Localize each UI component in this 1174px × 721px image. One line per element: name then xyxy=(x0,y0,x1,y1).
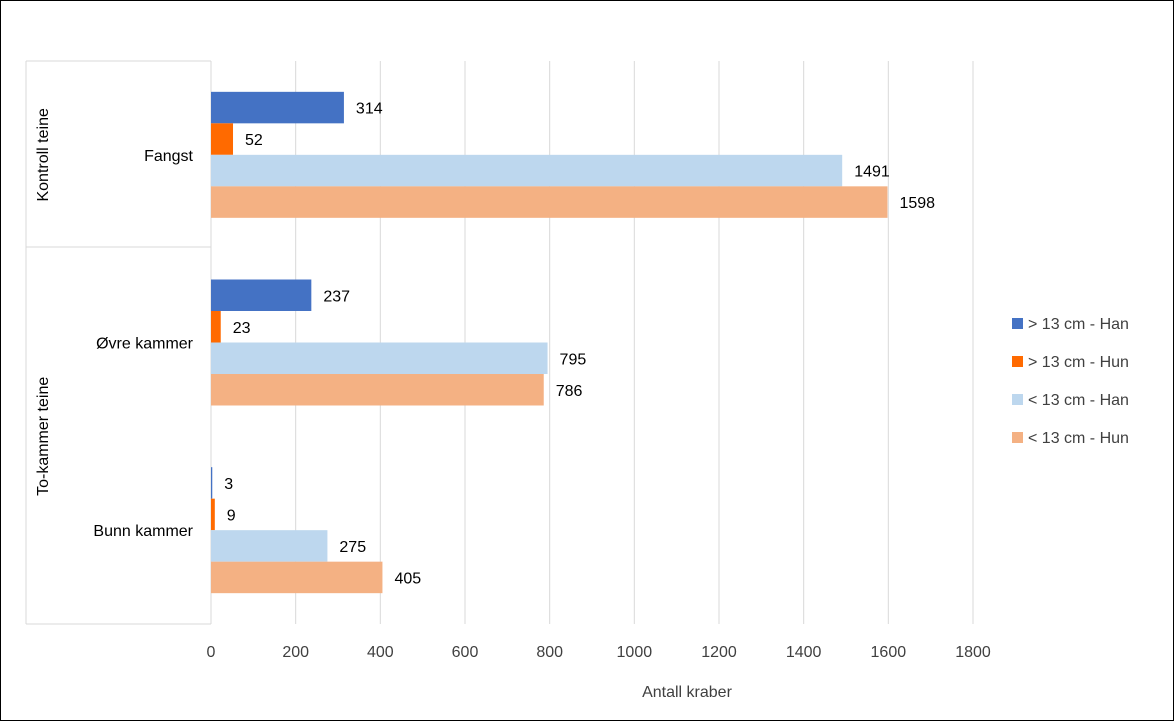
legend-swatch xyxy=(1012,356,1023,367)
bar xyxy=(211,91,344,124)
bar-value-label: 795 xyxy=(560,351,587,368)
bar-value-label: 405 xyxy=(394,570,421,587)
category-label: Fangst xyxy=(144,148,193,165)
bar xyxy=(211,123,234,155)
bar xyxy=(211,498,215,531)
x-tick-label: 1400 xyxy=(786,644,822,661)
bar-value-label: 786 xyxy=(556,383,583,400)
x-tick-label: 400 xyxy=(367,644,394,661)
bar xyxy=(211,154,843,187)
x-tick-label: 1600 xyxy=(871,644,907,661)
group-labels: Kontroll teine To-kammer teine xyxy=(35,108,52,496)
bar-value-label: 314 xyxy=(356,101,383,118)
legend: > 13 cm - Han > 13 cm - Hun < 13 cm - Han <… xyxy=(1012,316,1129,447)
x-tick-label: 1200 xyxy=(701,644,737,661)
bar xyxy=(211,279,312,311)
bar-value-label: 52 xyxy=(245,132,263,149)
group-label: To-kammer teine xyxy=(35,377,52,496)
x-tick-label: 600 xyxy=(452,644,479,661)
category-labels: Fangst Øvre kammer Bunn kammer xyxy=(93,148,193,540)
legend-swatch xyxy=(1012,318,1023,329)
legend-swatch xyxy=(1012,394,1023,405)
x-axis-title: Antall kraber xyxy=(642,684,732,701)
bar-value-label: 1491 xyxy=(854,164,890,181)
legend-swatch xyxy=(1012,432,1023,443)
legend-label: > 13 cm - Han xyxy=(1028,316,1129,333)
x-tick-labels: 0 200 400 600 800 1000 1200 1400 1600 1800 xyxy=(207,644,991,661)
bar xyxy=(211,186,888,218)
bar-value-label: 237 xyxy=(323,288,350,305)
bar-value-label: 3 xyxy=(224,476,233,493)
x-tick-label: 0 xyxy=(207,644,216,661)
data-labels: 314 52 1491 1598 237 23 795 786 3 9 275 405 xyxy=(224,101,935,588)
group-label: Kontroll teine xyxy=(35,108,52,201)
x-tick-label: 1800 xyxy=(955,644,991,661)
bar xyxy=(211,530,328,562)
legend-label: < 13 cm - Han xyxy=(1028,392,1129,409)
bar-value-label: 1598 xyxy=(899,195,935,212)
bar xyxy=(211,561,383,594)
category-label: Øvre kammer xyxy=(96,336,194,353)
bar-value-label: 9 xyxy=(227,507,236,524)
bar-value-label: 275 xyxy=(339,539,366,556)
bar xyxy=(211,374,544,406)
bar xyxy=(211,342,548,374)
legend-label: > 13 cm - Hun xyxy=(1028,354,1129,371)
x-tick-label: 1000 xyxy=(617,644,653,661)
bar xyxy=(211,311,221,343)
bars xyxy=(211,91,888,594)
bar-value-label: 23 xyxy=(233,320,251,337)
x-tick-label: 200 xyxy=(282,644,309,661)
x-tick-label: 800 xyxy=(536,644,563,661)
bar xyxy=(211,467,213,499)
category-label: Bunn kammer xyxy=(93,523,193,540)
legend-label: < 13 cm - Hun xyxy=(1028,430,1129,447)
